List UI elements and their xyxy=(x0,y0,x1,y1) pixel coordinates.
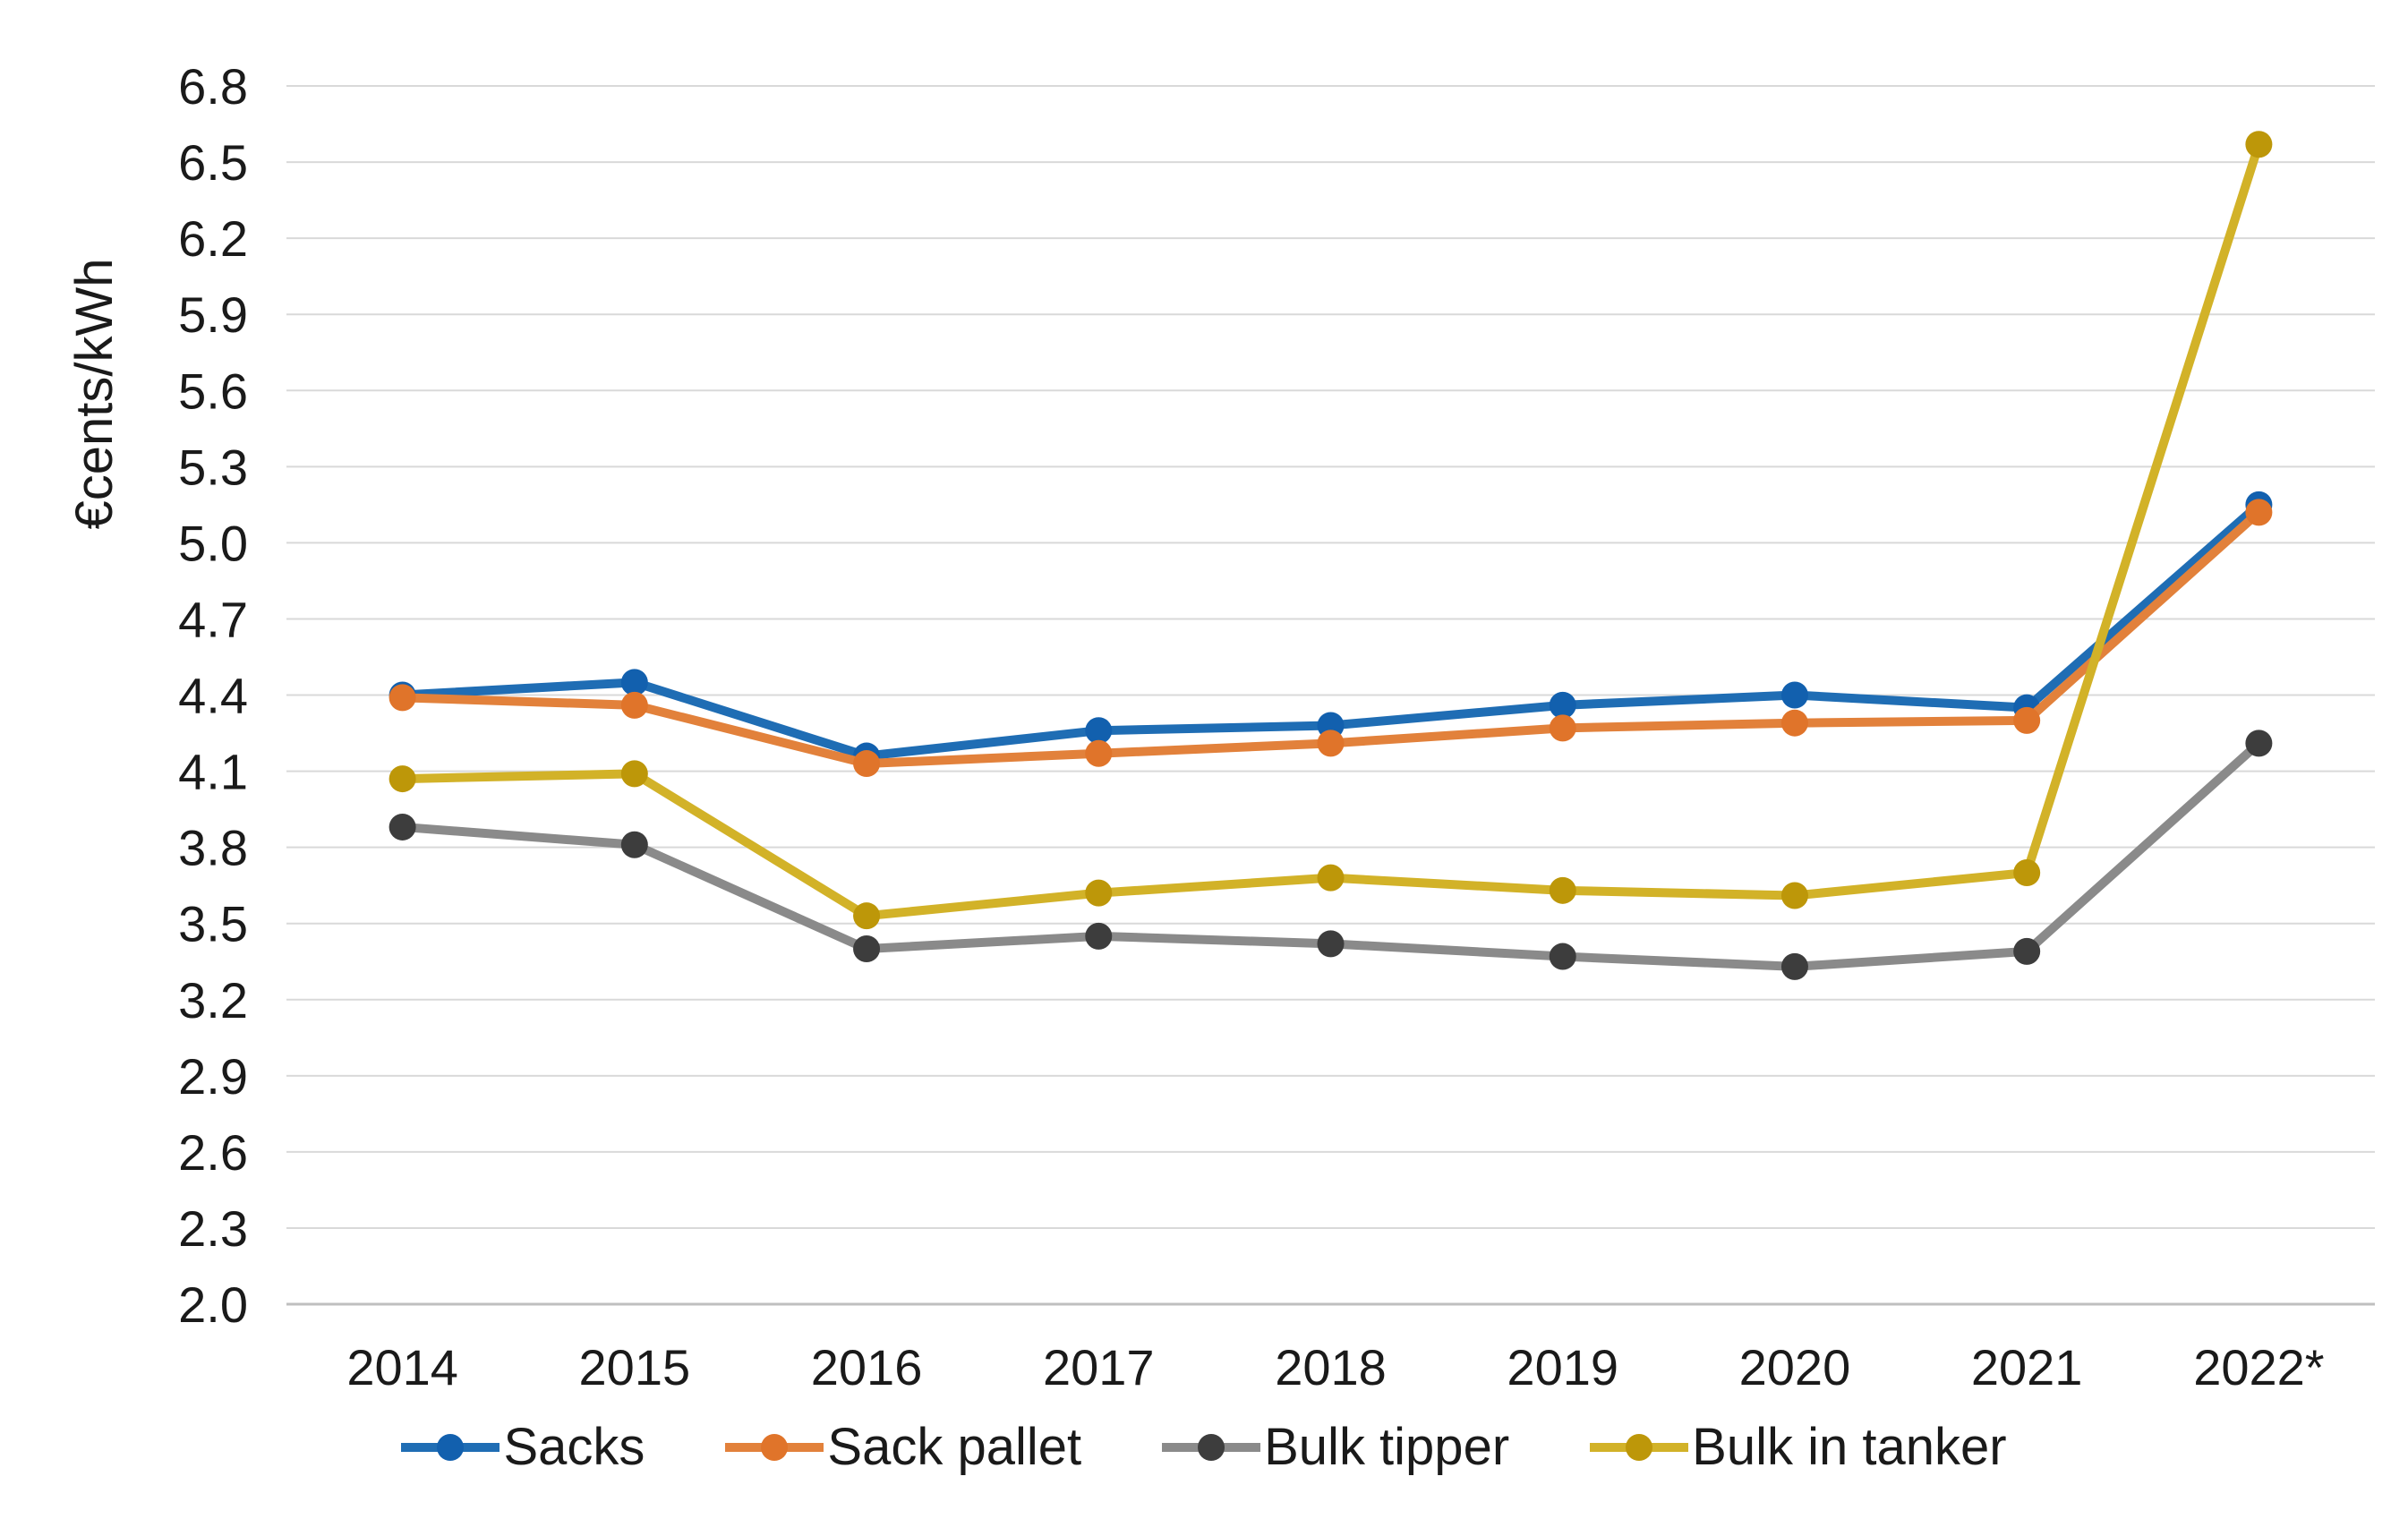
x-axis-label-2021: 2021 xyxy=(1971,1339,2083,1395)
y-tick-label: 3.2 xyxy=(178,972,248,1028)
y-tick-label: 6.2 xyxy=(178,210,248,267)
series-line-bulk-in-tanker xyxy=(397,140,2264,921)
y-tick-label: 2.9 xyxy=(178,1048,248,1105)
legend-dot-sack-pallet xyxy=(761,1434,789,1461)
y-axis-tick-labels: 2.0 2.3 2.6 2.9 3.2 3.5 3.8 4.1 4.4 4.7 5.0 5.3 5.6 5… xyxy=(178,58,248,1333)
data-point-bulk-in-tanker-2014 xyxy=(389,765,416,793)
legend-item-sack-pallet: Sack pallet xyxy=(725,1421,1081,1473)
y-tick-label: 6.8 xyxy=(178,58,248,115)
x-axis-label-2019: 2019 xyxy=(1507,1339,1618,1395)
data-point-bulk-tipper-2018 xyxy=(1317,930,1345,958)
data-point-bulk-tipper-2020 xyxy=(1780,952,1808,980)
data-point-sacks-2017 xyxy=(1085,717,1113,745)
data-point-sack-pallet-2016 xyxy=(853,750,881,778)
legend: Sacks Sack pallet Bulk tipper Bulk in tanke… xyxy=(0,1421,2408,1473)
data-point-bulk-in-tanker-2021 xyxy=(2013,858,2041,886)
data-point-bulk-tipper-2017 xyxy=(1085,922,1113,950)
x-axis-label-2020: 2020 xyxy=(1739,1339,1851,1395)
data-point-bulk-in-tanker-2019 xyxy=(1549,876,1576,904)
x-axis-label-2016: 2016 xyxy=(811,1339,923,1395)
series-sacks xyxy=(389,491,2273,770)
series-bulk-in-tanker xyxy=(389,131,2273,930)
y-tick-label: 4.4 xyxy=(178,668,248,724)
legend-marker-sack-pallet-icon xyxy=(725,1434,824,1461)
data-point-bulk-in-tanker-2017 xyxy=(1085,879,1113,907)
y-tick-label: 3.8 xyxy=(178,820,248,876)
data-point-sack-pallet-2015 xyxy=(620,691,648,719)
data-point-sack-pallet-2020 xyxy=(1780,709,1808,737)
y-tick-label: 5.9 xyxy=(178,286,248,343)
legend-marker-bulk-in-tanker-icon xyxy=(1590,1434,1689,1461)
gridlines xyxy=(286,85,2375,1306)
data-point-bulk-tipper-2015 xyxy=(620,831,648,858)
data-point-sack-pallet-2021 xyxy=(2013,706,2041,734)
data-point-sack-pallet-2022 xyxy=(2245,499,2273,526)
data-point-bulk-tipper-2016 xyxy=(853,935,881,963)
data-point-sacks-2015 xyxy=(620,669,648,696)
legend-label-bulk-in-tanker: Bulk in tanker xyxy=(1692,1418,2007,1476)
data-point-sacks-2020 xyxy=(1780,681,1808,709)
legend-item-sacks: Sacks xyxy=(401,1421,645,1473)
legend-label-sack-pallet: Sack pallet xyxy=(827,1418,1082,1476)
y-tick-label: 5.3 xyxy=(178,439,248,495)
series-layer xyxy=(389,131,2273,980)
data-point-sack-pallet-2018 xyxy=(1317,730,1345,757)
legend-dot-bulk-in-tanker xyxy=(1626,1434,1653,1461)
data-point-sack-pallet-2014 xyxy=(389,684,416,712)
y-tick-label: 5.6 xyxy=(178,363,248,419)
legend-dot-bulk-tipper xyxy=(1198,1434,1225,1461)
y-tick-label: 5.0 xyxy=(178,515,248,571)
data-point-bulk-tipper-2019 xyxy=(1549,943,1576,970)
x-axis-label-2017: 2017 xyxy=(1043,1339,1155,1395)
x-axis-label-2018: 2018 xyxy=(1275,1339,1387,1395)
x-axis-year-labels: 2014 2015 2016 2017 2018 2019 2020 2021 2022* xyxy=(346,1339,2324,1395)
data-point-bulk-tipper-2014 xyxy=(389,813,416,841)
x-axis-label-2015: 2015 xyxy=(579,1339,691,1395)
data-point-bulk-tipper-2021 xyxy=(2013,937,2041,965)
data-point-bulk-in-tanker-2016 xyxy=(853,902,881,930)
data-point-bulk-in-tanker-2022 xyxy=(2245,131,2273,158)
y-tick-label: 2.0 xyxy=(178,1276,248,1333)
legend-label-bulk-tipper: Bulk tipper xyxy=(1264,1418,1510,1476)
data-point-bulk-tipper-2022 xyxy=(2245,730,2273,757)
series-sack-pallet xyxy=(389,499,2273,778)
legend-item-bulk-tipper: Bulk tipper xyxy=(1162,1421,1509,1473)
y-tick-label: 2.6 xyxy=(178,1124,248,1181)
data-point-sack-pallet-2017 xyxy=(1085,739,1113,767)
legend-dot-sacks xyxy=(437,1434,465,1461)
y-tick-label: 3.5 xyxy=(178,896,248,952)
legend-item-bulk-in-tanker: Bulk in tanker xyxy=(1590,1418,2007,1476)
x-axis-label-2014: 2014 xyxy=(346,1339,458,1395)
data-point-bulk-in-tanker-2020 xyxy=(1780,882,1808,909)
x-axis-label-2022: 2022* xyxy=(2193,1339,2324,1395)
legend-label-sacks: Sacks xyxy=(503,1418,645,1476)
y-tick-label: 4.7 xyxy=(178,591,248,647)
y-tick-label: 4.1 xyxy=(178,744,248,800)
data-point-bulk-in-tanker-2015 xyxy=(620,760,648,788)
y-axis-title: €cents/kWh xyxy=(65,259,124,530)
legend-marker-sacks-icon xyxy=(401,1434,500,1461)
data-point-sacks-2019 xyxy=(1549,691,1576,719)
y-tick-label: 6.5 xyxy=(178,134,248,191)
data-point-bulk-in-tanker-2018 xyxy=(1317,864,1345,892)
legend-marker-bulk-tipper-icon xyxy=(1162,1434,1261,1461)
data-point-sack-pallet-2019 xyxy=(1549,714,1576,742)
y-tick-label: 2.3 xyxy=(178,1200,248,1257)
series-bulk-tipper xyxy=(389,730,2273,980)
